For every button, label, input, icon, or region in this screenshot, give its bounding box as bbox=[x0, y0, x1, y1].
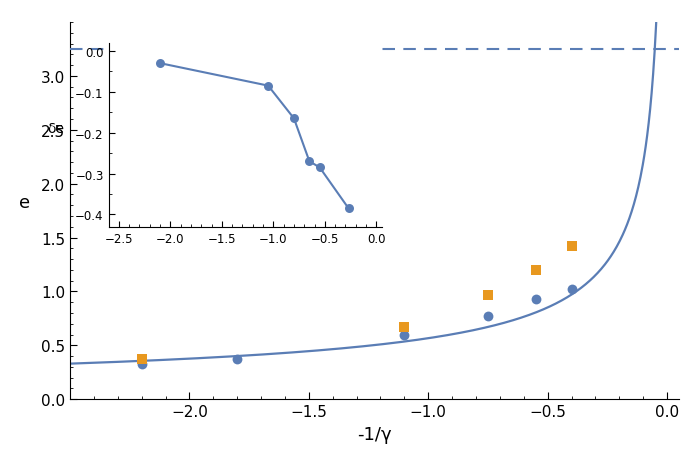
Point bbox=[566, 286, 577, 293]
Point bbox=[482, 291, 493, 299]
Point bbox=[399, 324, 410, 331]
Point bbox=[530, 267, 541, 274]
Point bbox=[566, 243, 577, 250]
X-axis label: -1/γ: -1/γ bbox=[357, 425, 392, 442]
Point bbox=[262, 83, 274, 90]
Y-axis label: e: e bbox=[19, 193, 30, 211]
Point bbox=[482, 313, 493, 320]
Point bbox=[136, 360, 147, 368]
Point bbox=[136, 356, 147, 363]
Point bbox=[288, 115, 300, 123]
Y-axis label: δe: δe bbox=[47, 122, 64, 135]
Point bbox=[343, 205, 354, 213]
Point bbox=[530, 296, 541, 303]
Point bbox=[155, 60, 166, 67]
Point bbox=[399, 331, 410, 338]
Point bbox=[314, 164, 326, 172]
Point bbox=[232, 356, 243, 363]
Point bbox=[304, 158, 315, 166]
